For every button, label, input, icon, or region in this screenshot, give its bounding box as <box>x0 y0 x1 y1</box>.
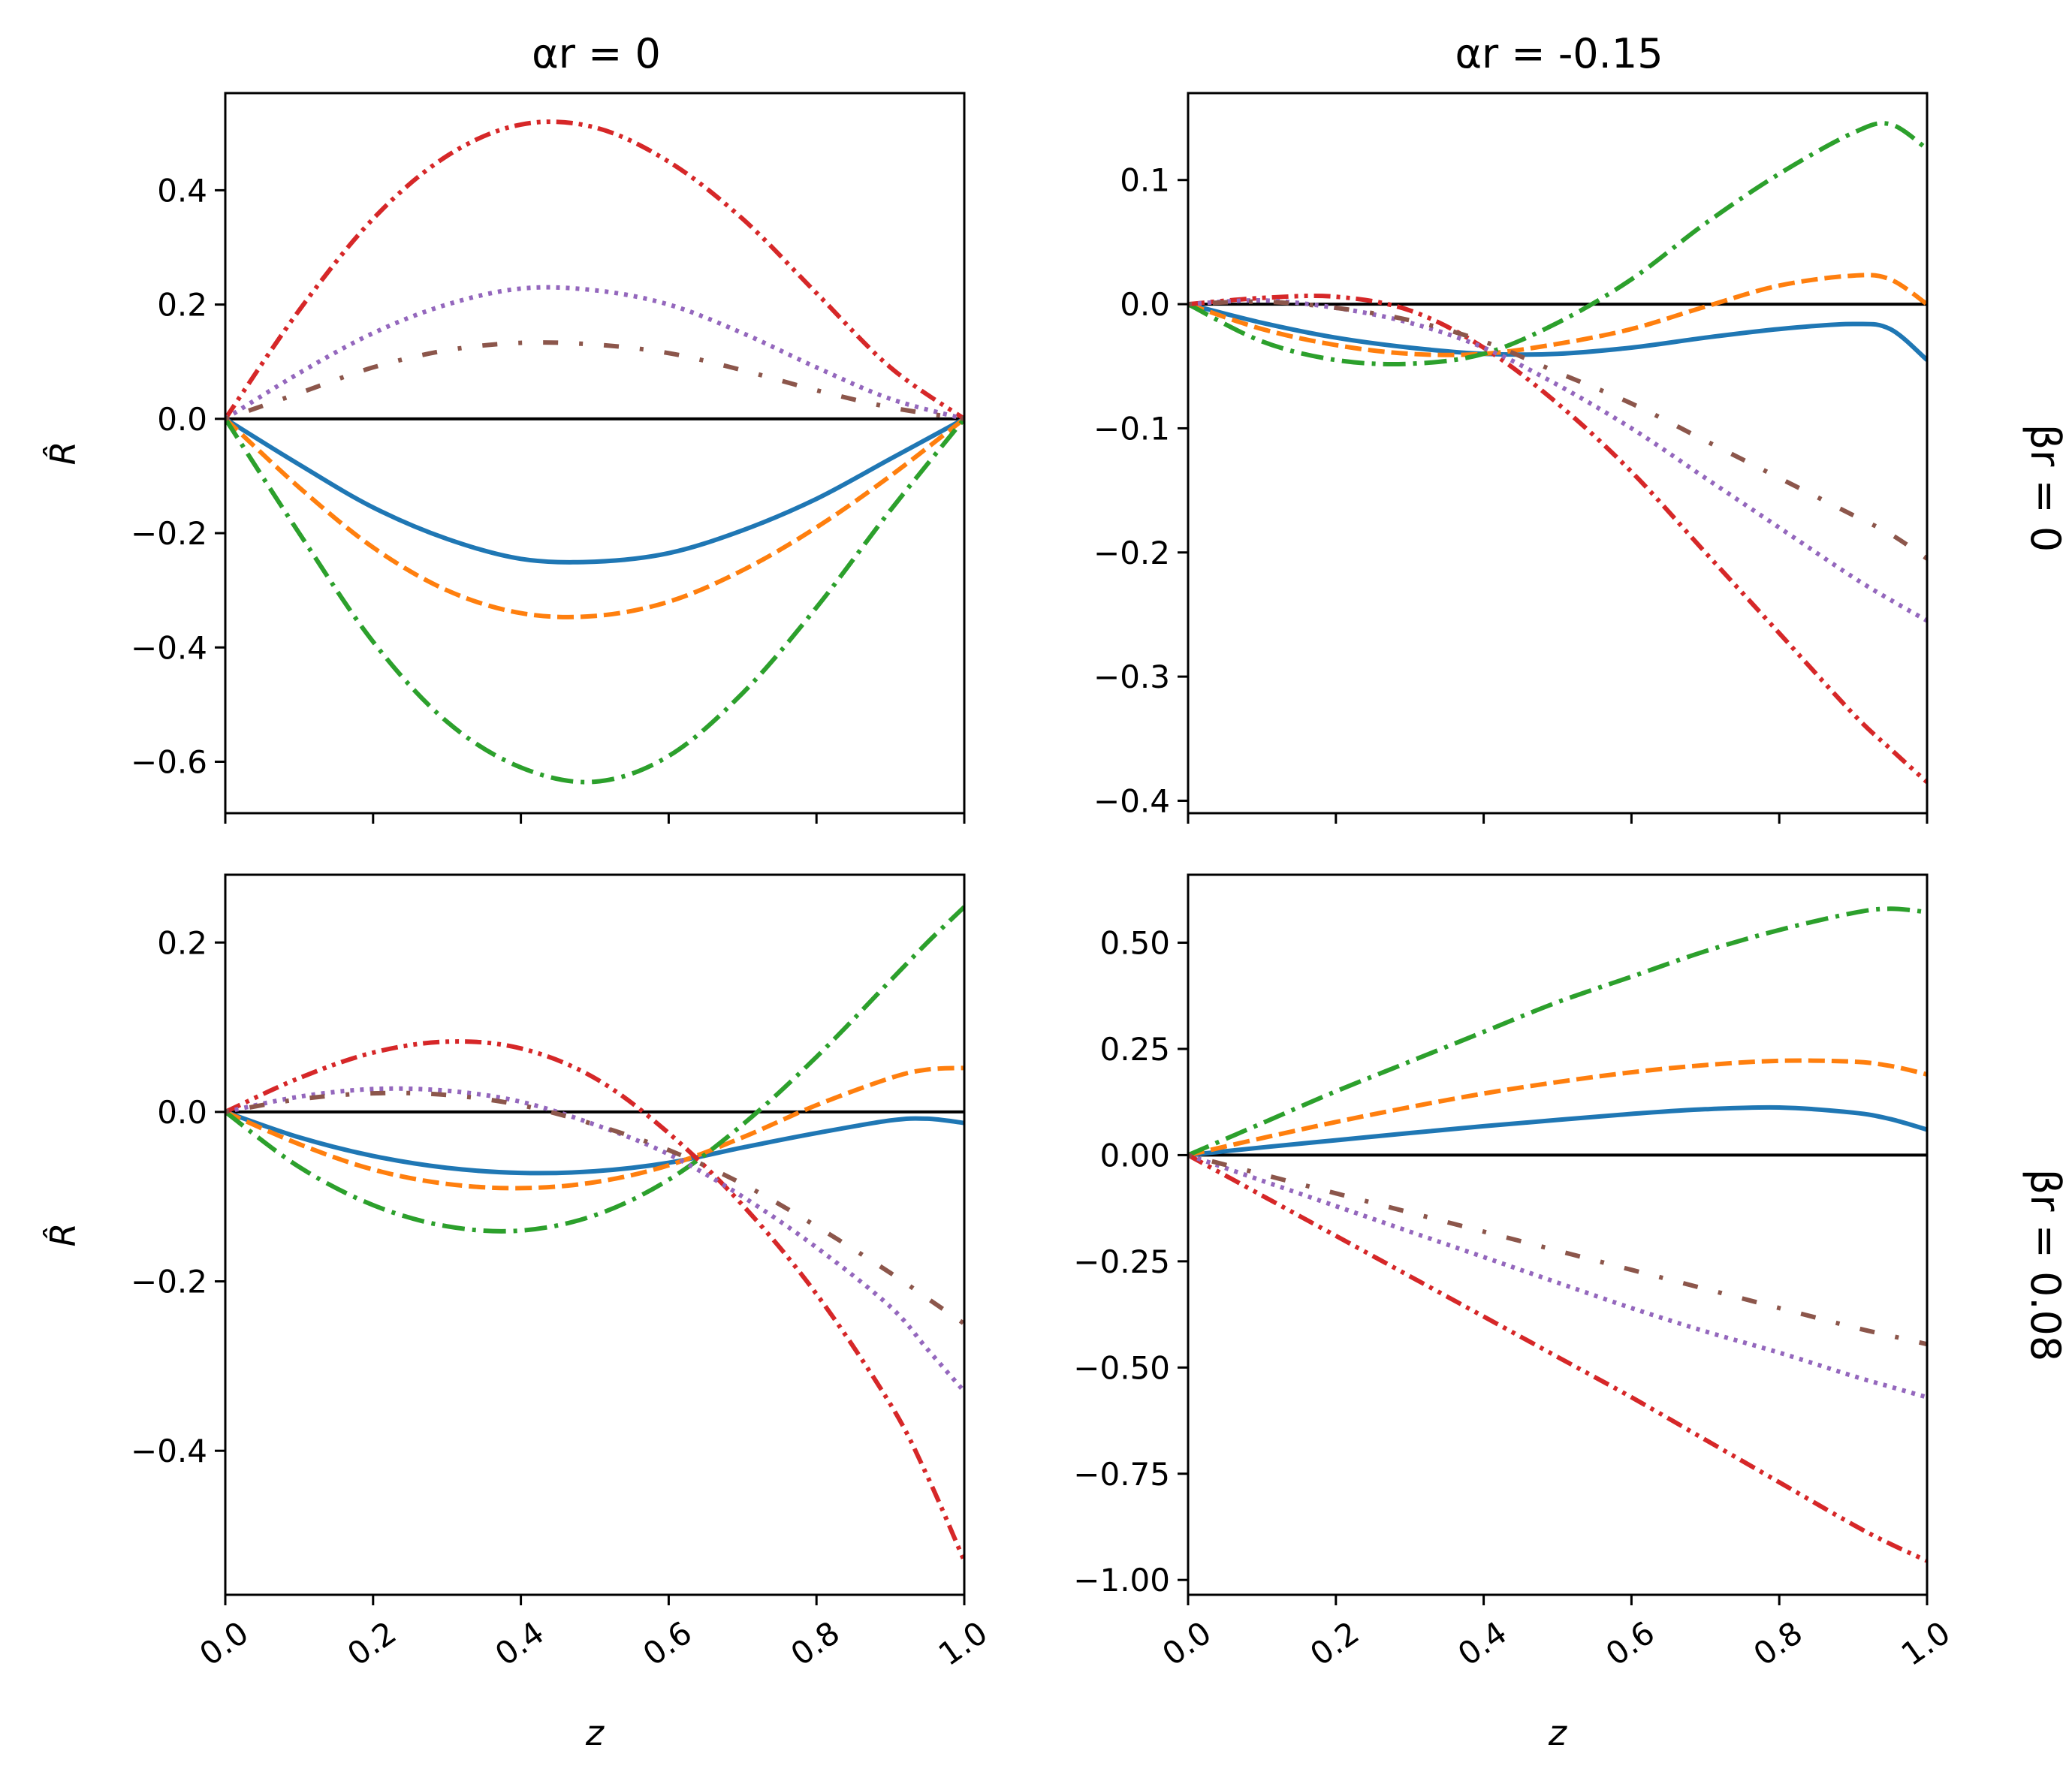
y-tick-label: −0.4 <box>131 1433 207 1469</box>
series-line-3 <box>1188 906 1927 1158</box>
plot-area <box>1188 121 1927 784</box>
series-line-2 <box>1188 273 1927 357</box>
series-line-4 <box>225 1039 964 1563</box>
panel-bottom-left: −0.4−0.20.00.20.0 0.2 0.4 0.6 0.8 1.0R̂z <box>43 873 994 1753</box>
series-line-3 <box>225 417 964 785</box>
y-tick-label: −0.6 <box>131 744 207 781</box>
row-label-top: βr = 0 <box>2022 424 2069 553</box>
y-tick-label: −0.25 <box>1073 1243 1170 1280</box>
panel-bottom-right: −1.00−0.75−0.50−0.250.000.250.500.0 0.2 0.… <box>1073 873 1957 1753</box>
panel-top-right: −0.4 −0.3 −0.2 −0.1 0.0 0.1 <box>1093 92 1929 824</box>
y-tick-label: −1.00 <box>1073 1562 1170 1599</box>
column-title-left: αr = 0 <box>532 30 661 77</box>
y-tick-label: 0.1 <box>1120 162 1170 199</box>
y-tick-label: −0.2 <box>131 515 207 552</box>
column-title-right: αr = -0.15 <box>1455 30 1663 77</box>
series-line-6 <box>1188 1153 1927 1347</box>
y-tick-label: 0.25 <box>1099 1031 1170 1068</box>
row-label-bottom: βr = 0.08 <box>2022 1169 2069 1361</box>
series-line-6 <box>225 1090 964 1326</box>
plot-area <box>225 905 964 1563</box>
axes-frame <box>224 92 966 815</box>
y-tick-label: 0.50 <box>1099 925 1170 962</box>
axes-frame <box>1187 92 1929 815</box>
series-line-2 <box>1188 1058 1927 1158</box>
y-tick-label: −0.4 <box>131 629 207 666</box>
y-tick-label: 0.0 <box>157 401 207 438</box>
y-tick-label: 0.2 <box>157 287 207 324</box>
series-line-6 <box>1188 299 1927 561</box>
y-tick-label: −0.3 <box>1093 658 1170 695</box>
series-line-5 <box>1188 298 1927 623</box>
y-tick-label: 0.0 <box>1120 286 1170 323</box>
series-line-1 <box>1188 302 1927 362</box>
y-tick-label: −0.75 <box>1073 1456 1170 1493</box>
y-axis-label: R̂ <box>43 441 83 466</box>
series-line-4 <box>1188 1153 1927 1563</box>
series-line-4 <box>225 119 964 421</box>
series-line-5 <box>225 1086 964 1394</box>
y-tick-label: 0.2 <box>157 924 207 961</box>
x-axis-label: z <box>585 1713 605 1753</box>
x-axis-label: z <box>1548 1713 1567 1753</box>
axes-frame <box>224 873 966 1596</box>
y-tick-label: −0.2 <box>131 1264 207 1300</box>
plot-area <box>225 119 964 785</box>
y-tick-label: 0.00 <box>1099 1137 1170 1174</box>
panel-top-left: −0.6 −0.4 −0.2 0.0 0.2 0.4 R̂ <box>43 92 966 824</box>
y-tick-label: −0.1 <box>1093 410 1170 447</box>
series-line-1 <box>1188 1104 1927 1158</box>
series-line-1 <box>225 417 964 565</box>
y-tick-label: −0.50 <box>1073 1349 1170 1386</box>
series-line-2 <box>225 1065 964 1191</box>
series-line-2 <box>225 417 964 619</box>
y-tick-label: −0.2 <box>1093 535 1170 571</box>
y-tick-label: −0.4 <box>1093 782 1170 819</box>
axes-frame <box>1187 873 1929 1596</box>
plot-area <box>1188 906 1927 1563</box>
y-tick-label: 0.0 <box>157 1094 207 1131</box>
y-tick-label: 0.4 <box>157 172 207 209</box>
series-line-3 <box>1188 121 1927 366</box>
y-axis-label: R̂ <box>43 1223 83 1247</box>
series-line-1 <box>225 1110 964 1176</box>
